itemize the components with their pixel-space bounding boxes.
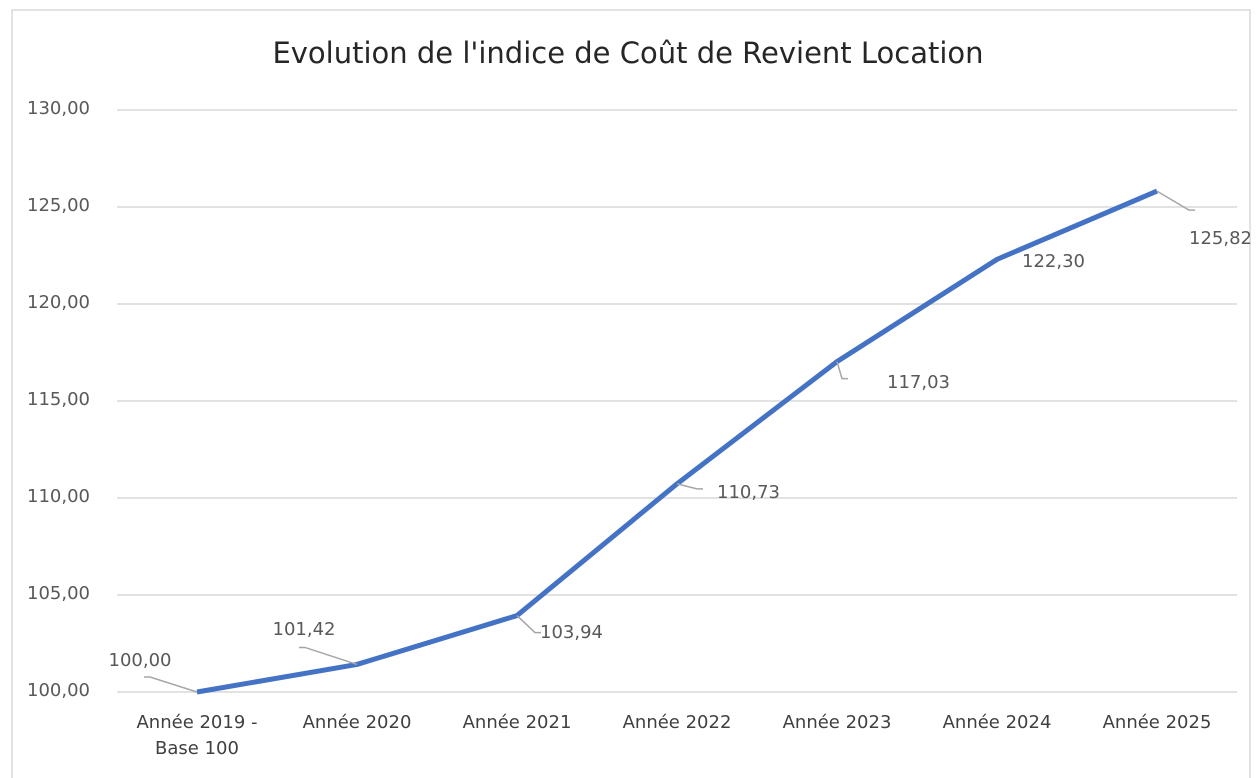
data-label: 110,73: [717, 481, 780, 503]
leader-line: [516, 615, 541, 634]
y-tick-label: 125,00: [27, 195, 90, 216]
leader-line: [299, 646, 358, 666]
leader-line: [676, 483, 703, 490]
data-label: 117,03: [887, 371, 950, 393]
y-tick-label: 120,00: [27, 292, 90, 313]
x-tick-label: Année 2019 - Base 100: [136, 712, 258, 759]
leader-line: [144, 676, 198, 693]
data-label: 122,30: [1022, 251, 1085, 273]
x-tick-label: Année 2022: [622, 712, 732, 733]
x-tick-label: Année 2025: [1102, 712, 1212, 733]
x-tick-label: Année 2023: [782, 712, 892, 733]
data-label: 125,82: [1189, 228, 1252, 250]
y-tick-label: 115,00: [27, 389, 90, 410]
y-tick-label: 105,00: [27, 583, 90, 604]
x-tick-label: Année 2020: [302, 712, 412, 733]
data-label: 101,42: [272, 619, 336, 641]
line-series: [196, 188, 1158, 695]
x-tick-label: Année 2021: [462, 712, 572, 733]
leader-line: [836, 361, 848, 380]
leader-line: [1156, 190, 1195, 211]
chart-border: [11, 9, 1251, 778]
y-tick-label: 130,00: [27, 98, 90, 119]
x-tick-label: Année 2024: [942, 712, 1052, 733]
y-tick-label: 110,00: [27, 486, 90, 507]
data-label: 103,94: [540, 621, 603, 643]
chart-title: Evolution de l'indice de Coût de Revient…: [272, 36, 984, 70]
data-label: 100,00: [108, 650, 172, 671]
y-tick-label: 100,00: [27, 680, 90, 701]
